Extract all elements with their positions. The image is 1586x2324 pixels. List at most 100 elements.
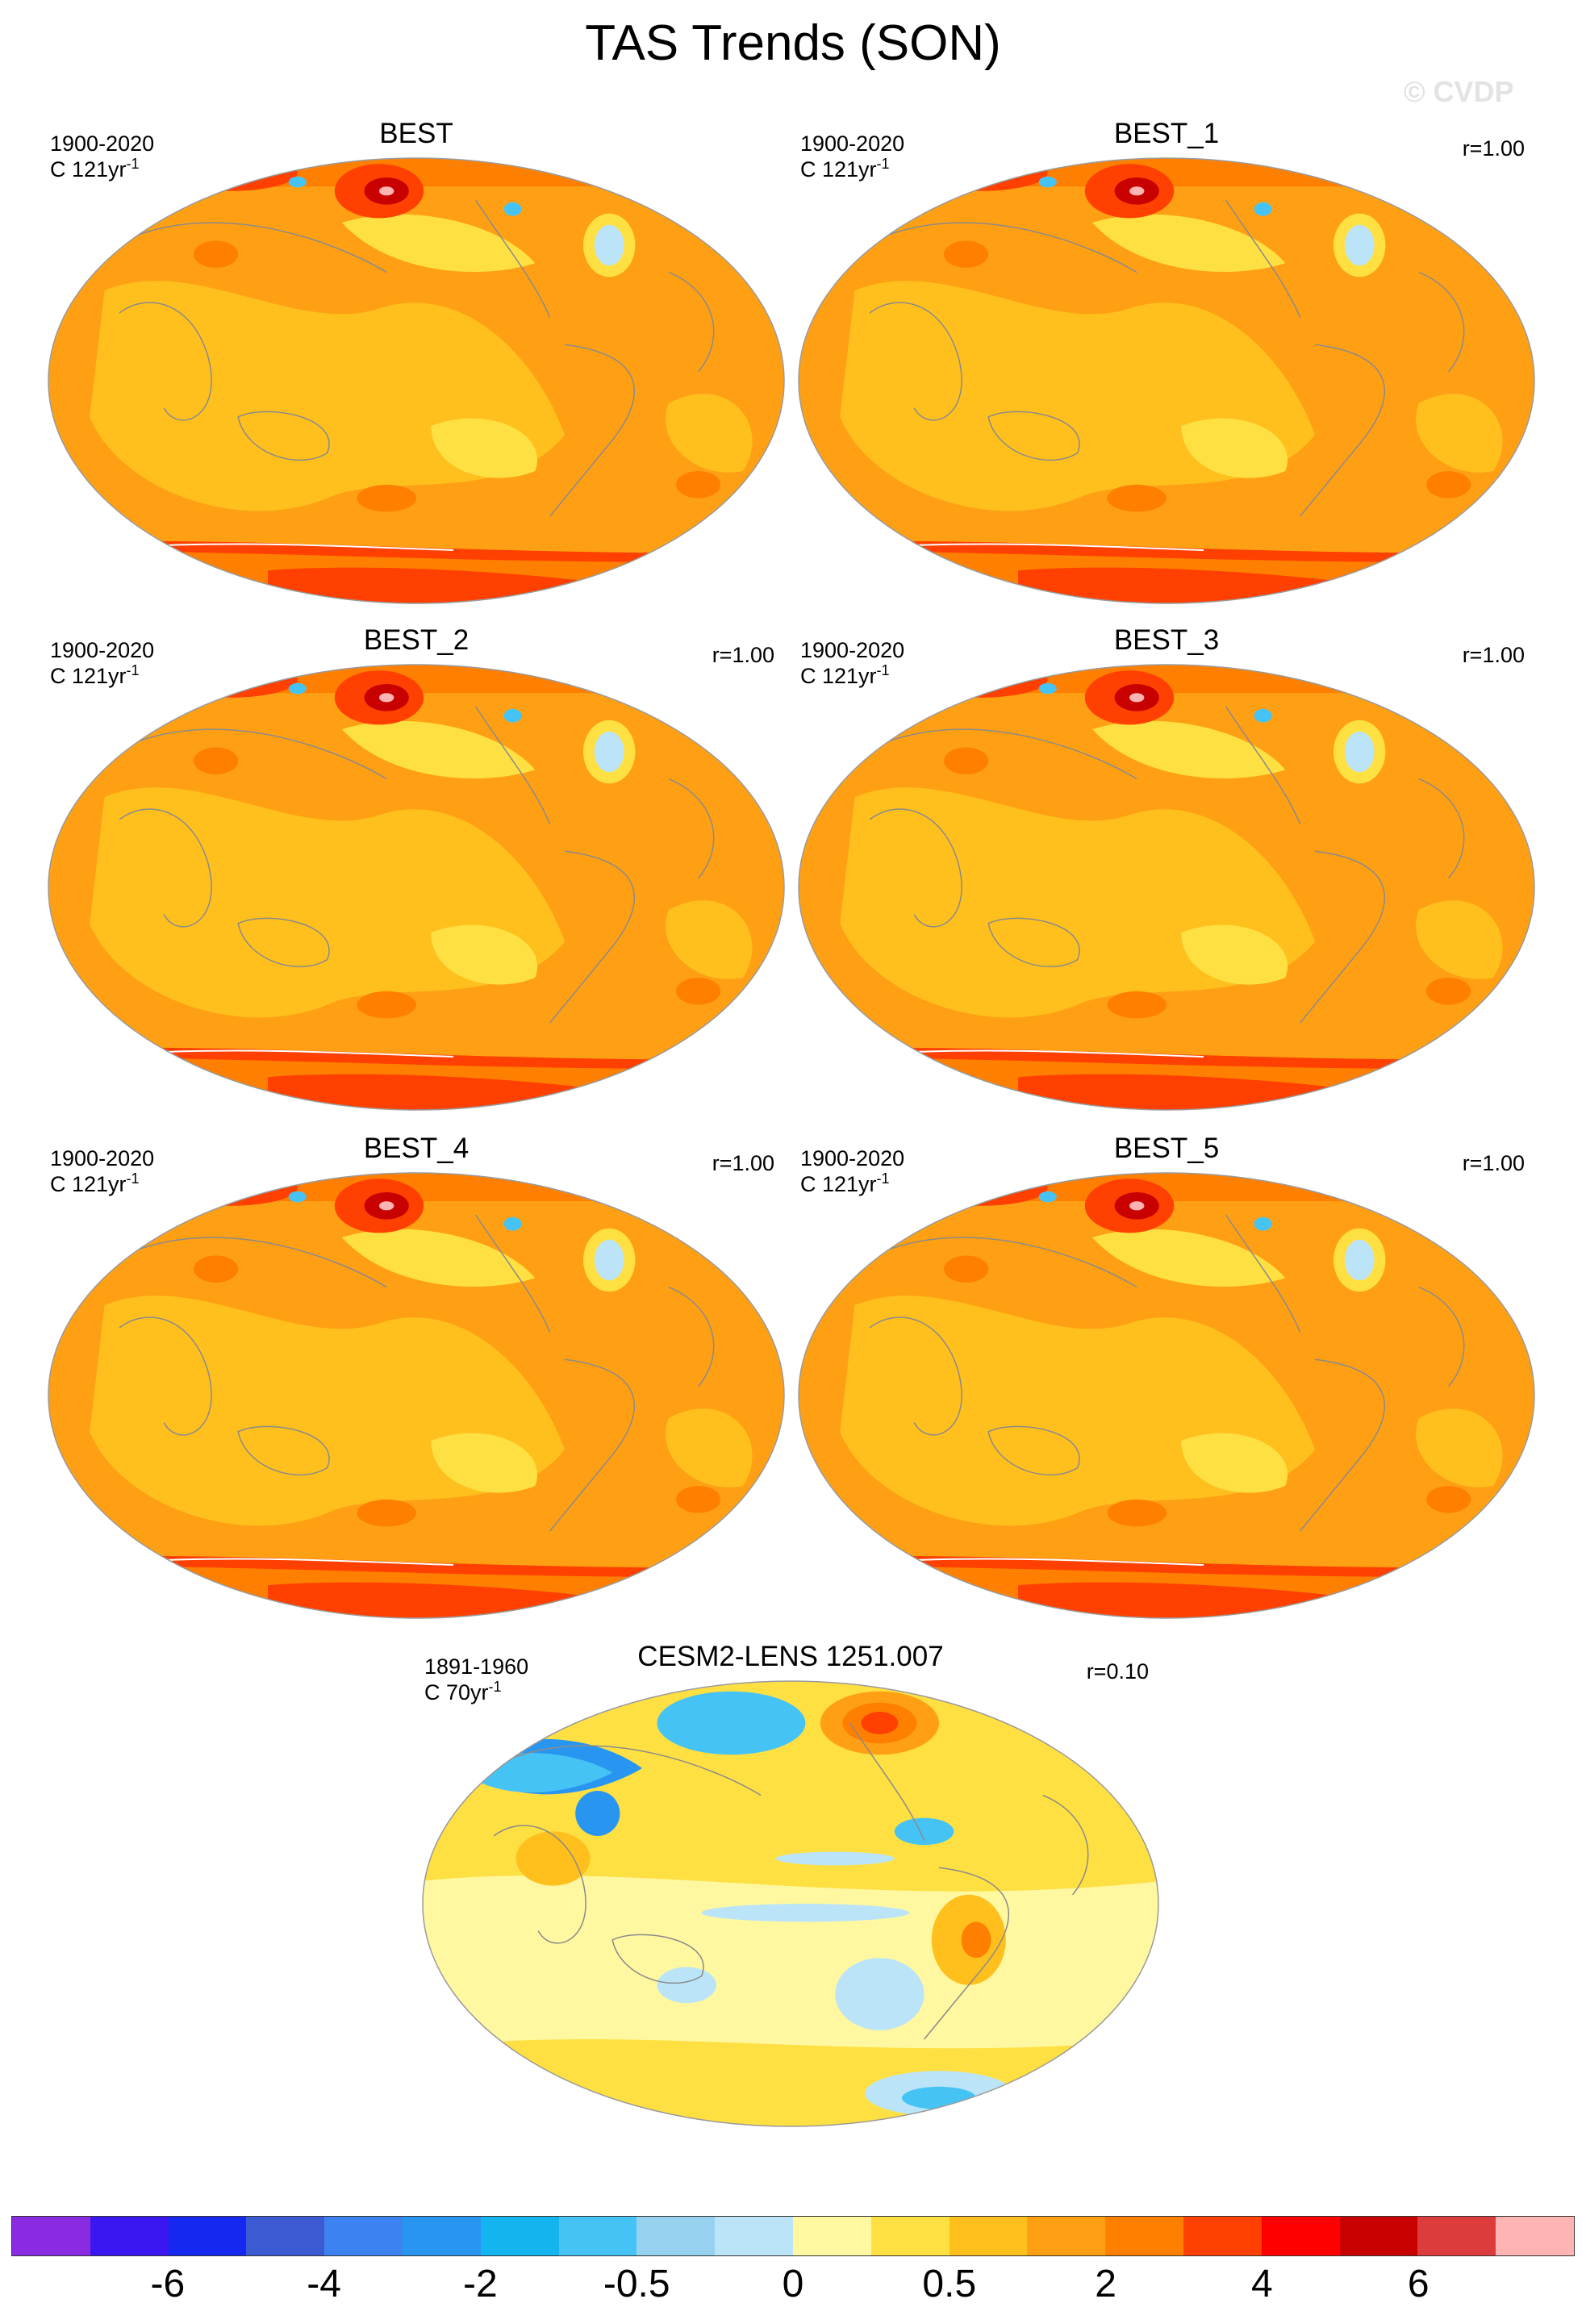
yellow-north-patch xyxy=(342,720,536,779)
arctic-blue-dot xyxy=(1038,176,1057,188)
coastline xyxy=(474,199,551,318)
cool-band-2 xyxy=(701,1904,910,1922)
colorbar-swatch xyxy=(558,2217,637,2255)
pale-yellow-patch xyxy=(431,924,538,985)
coastline xyxy=(1225,706,1301,824)
coastline xyxy=(987,917,1080,967)
year-range: 1900-2020 xyxy=(800,638,905,662)
colorbar-swatch xyxy=(715,2217,793,2255)
coastline xyxy=(1300,1358,1385,1532)
map-border xyxy=(798,157,1535,604)
north-atlantic-cool xyxy=(1344,731,1375,773)
map-panel: BEST_4 1900-2020 C 121yr-1 r=1.00 xyxy=(45,1133,787,1621)
units-text: C 121yr xyxy=(800,157,877,181)
map-plot xyxy=(798,157,1535,604)
units-label: C 121yr-1 xyxy=(50,663,140,689)
greenland-blue-dot xyxy=(503,708,522,723)
yellow-north-patch xyxy=(1092,1229,1286,1287)
coastline xyxy=(1042,1794,1089,1896)
greenland-blue-dot xyxy=(503,1216,522,1231)
colorbar-swatch xyxy=(1105,2217,1183,2255)
colorbar-tick-label: 6 xyxy=(1407,2263,1429,2305)
cool-patch-arctic xyxy=(657,1691,806,1755)
year-range: 1900-2020 xyxy=(50,131,155,156)
antarctic-red-line xyxy=(48,540,784,562)
cool-band-3 xyxy=(835,1958,924,2030)
colorbar-swatch xyxy=(168,2217,247,2255)
panel-title: BEST_4 xyxy=(363,1133,470,1164)
coastline xyxy=(237,917,330,967)
pale-yellow-patch xyxy=(1181,418,1288,478)
pale-yellow-patch xyxy=(431,418,538,478)
pale-tropics xyxy=(423,1875,1158,2049)
map-plot xyxy=(48,1172,785,1619)
map-border xyxy=(798,1172,1535,1619)
colorbar-swatch xyxy=(1339,2217,1418,2255)
coastline xyxy=(884,1237,1137,1288)
orange-spot xyxy=(676,471,721,499)
colorbar-swatch xyxy=(480,2217,559,2255)
coastline xyxy=(508,1745,762,1796)
units-text: C 121yr xyxy=(50,1172,127,1196)
antarctic-white-streak xyxy=(906,1049,1204,1058)
colorbar-swatch xyxy=(1496,2217,1574,2255)
units-label: C 121yr-1 xyxy=(50,1171,140,1197)
map-panel: BEST_1 1900-2020 C 121yr-1 r=1.00 xyxy=(795,118,1538,607)
colorbar-tick-label: -2 xyxy=(463,2263,498,2305)
watermark: © CVDP xyxy=(1404,75,1514,108)
siberia-pink xyxy=(379,1201,394,1211)
greenland-blue-dot xyxy=(1254,1216,1272,1231)
coastline xyxy=(849,1722,925,1841)
orange-spot xyxy=(194,240,239,268)
coastline xyxy=(119,302,212,421)
correlation-label: r=1.00 xyxy=(1462,136,1525,161)
colorbar-tick-label: 2 xyxy=(1095,2263,1116,2305)
greenland-blue-dot xyxy=(1254,202,1272,216)
arctic-blue-dot xyxy=(288,682,307,695)
orange-spot xyxy=(944,1255,989,1283)
cool-patch-asia xyxy=(575,1791,620,1836)
orange-spot xyxy=(194,747,239,774)
antarctic-white-streak xyxy=(156,1558,454,1566)
units-label: C 121yr-1 xyxy=(800,156,890,182)
orange-spot xyxy=(1426,471,1471,499)
units-exponent: -1 xyxy=(126,662,140,678)
year-range: 1900-2020 xyxy=(800,1146,905,1170)
units-exponent: -1 xyxy=(876,156,890,172)
units-label: C 121yr-1 xyxy=(50,156,140,182)
colorbar-swatch xyxy=(90,2217,169,2255)
coastline xyxy=(611,1934,704,1984)
colorbar-swatch xyxy=(636,2217,716,2255)
units-text: C 121yr xyxy=(800,664,877,688)
siberia-pink xyxy=(1129,186,1145,196)
coastline xyxy=(119,808,212,928)
units-label: C 70yr-1 xyxy=(424,1679,502,1705)
map-plot xyxy=(48,664,785,1111)
coastline xyxy=(668,271,715,373)
year-range: 1900-2020 xyxy=(50,638,155,662)
units-exponent: -1 xyxy=(126,1170,140,1187)
pale-yellow-patch xyxy=(1181,924,1288,985)
orange-spot xyxy=(357,1499,416,1527)
coastline xyxy=(549,850,635,1024)
coastline xyxy=(869,302,962,421)
coastline xyxy=(884,222,1137,273)
orange-spot xyxy=(676,1486,721,1513)
coastline xyxy=(1300,344,1385,517)
units-label: C 121yr-1 xyxy=(800,1171,890,1197)
yellow-north-patch xyxy=(1092,720,1286,779)
coastline xyxy=(668,778,715,879)
colorbar-labels: -6 -4 -2 -0.5 0 0.5 2 4 6 xyxy=(0,2262,1586,2310)
colorbar-swatch xyxy=(12,2217,90,2255)
colorbar-tick-label: -6 xyxy=(150,2263,186,2305)
antarctic-red-line xyxy=(799,1555,1534,1577)
yellow-east-patch xyxy=(1416,900,1503,979)
correlation-label: r=0.10 xyxy=(1086,1659,1149,1684)
units-exponent: -1 xyxy=(126,156,140,172)
units-exponent: -1 xyxy=(488,1679,502,1695)
yellow-east-patch xyxy=(1416,394,1503,473)
arctic-red xyxy=(164,1173,298,1206)
colorbar-swatch xyxy=(402,2217,481,2255)
coastline xyxy=(1225,1214,1301,1333)
colorbar-tick-label: 0 xyxy=(782,2263,804,2305)
